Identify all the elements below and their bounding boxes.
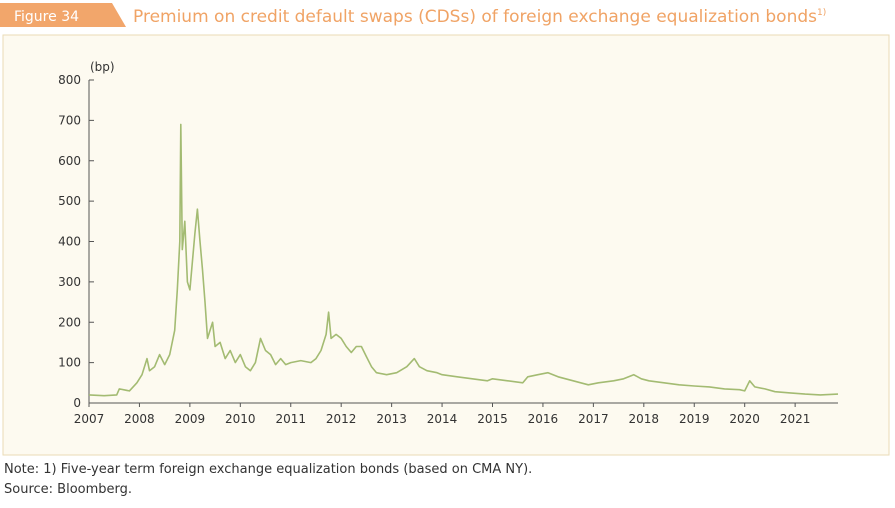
x-tick-label: 2012 <box>326 412 357 426</box>
note: Note: 1) Five-year term foreign exchange… <box>4 462 532 477</box>
x-tick-label: 2007 <box>74 412 105 426</box>
y-tick-label: 500 <box>58 194 81 208</box>
x-tick-label: 2009 <box>175 412 206 426</box>
x-tick-label: 2017 <box>578 412 609 426</box>
y-tick-label: 600 <box>58 154 81 168</box>
x-tick-label: 2021 <box>780 412 811 426</box>
x-tick-label: 2011 <box>275 412 306 426</box>
x-tick-label: 2010 <box>225 412 256 426</box>
source: Source: Bloomberg. <box>4 482 132 497</box>
x-tick-label: 2008 <box>124 412 155 426</box>
x-tick-label: 2013 <box>376 412 407 426</box>
chart-panel <box>2 34 890 456</box>
x-tick-label: 2020 <box>729 412 760 426</box>
chart-title: Premium on credit default swaps (CDSs) o… <box>133 7 826 27</box>
y-tick-label: 200 <box>58 315 81 329</box>
y-tick-label: 400 <box>58 235 81 249</box>
y-tick-label: 700 <box>58 113 81 127</box>
x-tick-label: 2018 <box>629 412 660 426</box>
x-tick-label: 2019 <box>679 412 710 426</box>
x-tick-label: 2014 <box>427 412 458 426</box>
figure-label: Figure 34 <box>14 9 79 25</box>
figure-tab <box>0 3 126 27</box>
y-tick-label: 800 <box>58 73 81 87</box>
data-line <box>88 123 839 397</box>
x-tick-label: 2015 <box>477 412 508 426</box>
title-text: Premium on credit default swaps (CDSs) o… <box>133 7 817 27</box>
y-tick-label: 300 <box>58 275 81 289</box>
y-tick-label: 0 <box>73 396 81 410</box>
x-tick-label: 2016 <box>528 412 559 426</box>
title-superscript: 1) <box>817 8 826 18</box>
y-tick-label: 100 <box>58 356 81 370</box>
y-unit: (bp) <box>90 60 115 74</box>
